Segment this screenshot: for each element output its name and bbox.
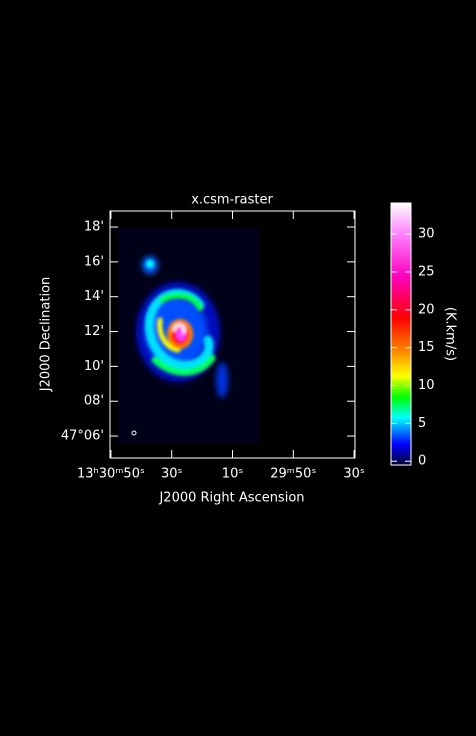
y-tick-label: 10' xyxy=(84,359,104,374)
x-tick-label: 10ˢ xyxy=(222,467,244,482)
y-tick-label: 14' xyxy=(84,289,104,304)
colorbar-tick-label: 15 xyxy=(418,340,435,355)
colorbar-tick-label: 25 xyxy=(418,264,435,279)
colorbar xyxy=(390,202,412,466)
colorbar-tick-label: 30 xyxy=(418,227,435,242)
y-axis-label: J2000 Declination xyxy=(39,277,54,393)
y-tick-label: 12' xyxy=(84,324,104,339)
y-tick-label: 47°06' xyxy=(61,429,104,444)
x-tick-label: 29ᵐ50ˢ xyxy=(270,467,316,482)
colorbar-label: (K.km/s) xyxy=(443,307,458,361)
spiral-arms xyxy=(144,260,216,376)
y-tick-label: 08' xyxy=(84,394,104,409)
raster-image xyxy=(118,228,260,444)
chart-title: x.csm-raster xyxy=(191,193,273,208)
beam xyxy=(131,430,137,436)
colorbar-tick-label: 20 xyxy=(418,302,435,317)
colorbar-tick-label: 0 xyxy=(418,454,426,469)
x-tick-label: 30ˢ xyxy=(161,467,183,482)
y-tick-label: 18' xyxy=(84,220,104,235)
colorbar-tick-label: 5 xyxy=(418,416,426,431)
x-axis-label: J2000 Right Ascension xyxy=(158,491,304,506)
y-tick-label: 16' xyxy=(84,254,104,269)
x-tick-label: 30ˢ xyxy=(343,467,365,482)
x-tick-label: 13ʰ30ᵐ50ˢ xyxy=(77,467,145,482)
colorbar-tick-label: 10 xyxy=(418,378,435,393)
